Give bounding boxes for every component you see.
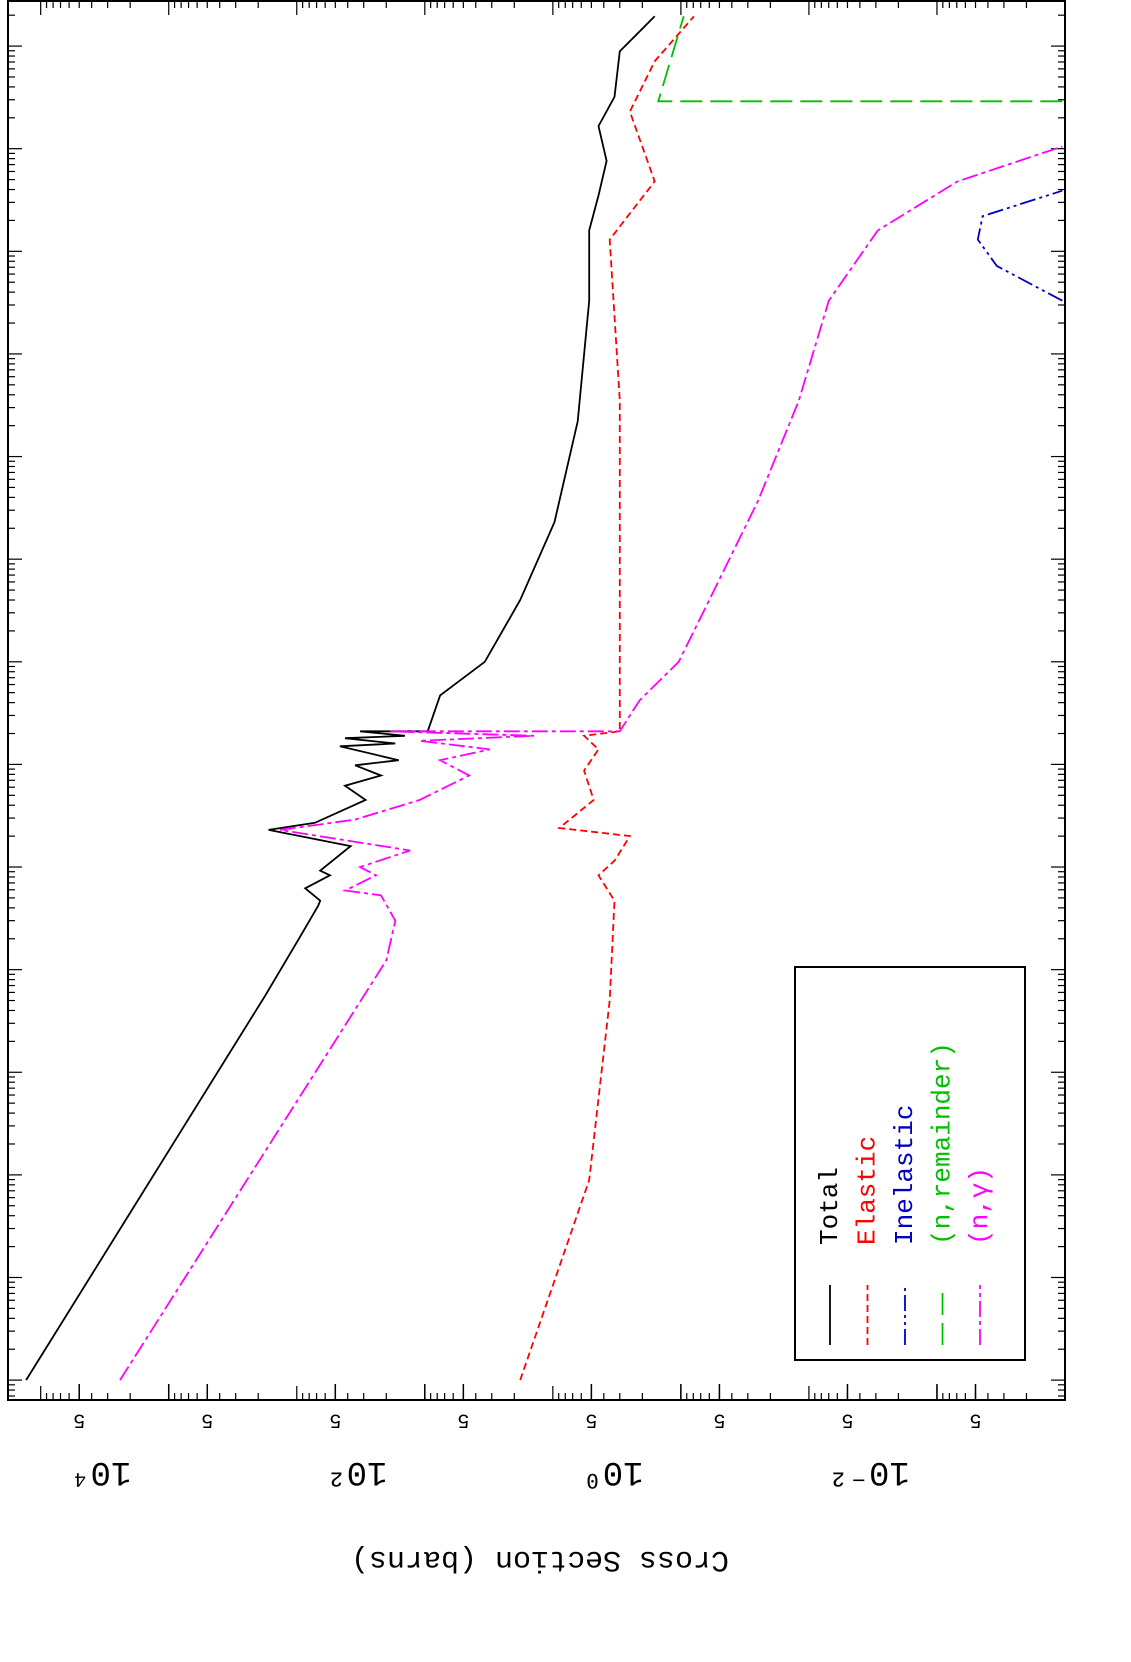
y-tick-label: 10² [326,1452,387,1490]
y-axis-title: Cross Section (barns) [351,1542,729,1576]
y-tick-label: 5 [969,1408,981,1431]
plot-frame [7,0,1066,1401]
y-tick-label: 10⁴ [70,1452,131,1490]
y-tick-label: 5 [73,1408,85,1431]
y-tick-label: 5 [713,1408,725,1431]
legend-box [794,966,1026,1361]
series-line [119,145,1063,1381]
legend-label: Inelastic [890,1105,920,1245]
legend-label: Total [815,1167,845,1245]
y-tick-label: 5 [841,1408,853,1431]
legend-label: Elastic [852,1136,882,1245]
y-tick-label: 10⁰ [582,1452,643,1490]
legend-label: (n,remainder) [927,1042,957,1245]
legend-label: (n,γ) [965,1167,995,1245]
y-tick-label: 5 [329,1408,341,1431]
y-tick-label: 5 [201,1408,213,1431]
y-tick-label: 5 [585,1408,597,1431]
series-line [976,189,1063,302]
series-line [519,15,695,1381]
series-line [657,16,1063,103]
y-tick-label: 5 [457,1408,469,1431]
series-line [25,15,656,1381]
y-tick-label: 10⁻² [828,1452,910,1490]
